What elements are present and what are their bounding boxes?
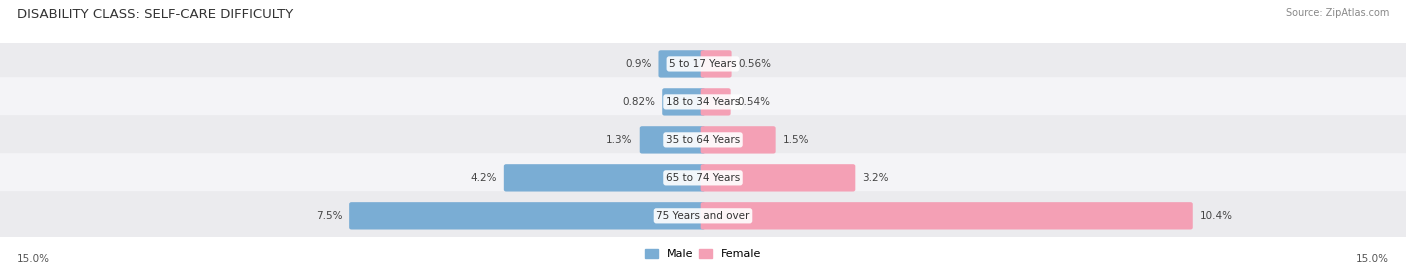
FancyBboxPatch shape: [0, 153, 1406, 203]
Text: 3.2%: 3.2%: [862, 173, 889, 183]
FancyBboxPatch shape: [700, 164, 855, 192]
Legend: Male, Female: Male, Female: [640, 244, 766, 263]
FancyBboxPatch shape: [0, 191, 1406, 240]
FancyBboxPatch shape: [662, 88, 706, 116]
Text: 5 to 17 Years: 5 to 17 Years: [669, 59, 737, 69]
Text: 7.5%: 7.5%: [315, 211, 342, 221]
Text: DISABILITY CLASS: SELF-CARE DIFFICULTY: DISABILITY CLASS: SELF-CARE DIFFICULTY: [17, 8, 292, 21]
FancyBboxPatch shape: [0, 77, 1406, 127]
FancyBboxPatch shape: [700, 88, 731, 116]
Text: 75 Years and over: 75 Years and over: [657, 211, 749, 221]
FancyBboxPatch shape: [658, 50, 706, 77]
Text: 1.3%: 1.3%: [606, 135, 633, 145]
Text: Source: ZipAtlas.com: Source: ZipAtlas.com: [1285, 8, 1389, 18]
FancyBboxPatch shape: [349, 202, 706, 229]
Text: 18 to 34 Years: 18 to 34 Years: [666, 97, 740, 107]
FancyBboxPatch shape: [700, 126, 776, 154]
Text: 1.5%: 1.5%: [783, 135, 810, 145]
Text: 15.0%: 15.0%: [1357, 254, 1389, 264]
Text: 0.82%: 0.82%: [623, 97, 655, 107]
FancyBboxPatch shape: [0, 115, 1406, 165]
FancyBboxPatch shape: [503, 164, 706, 192]
FancyBboxPatch shape: [700, 50, 731, 77]
Text: 4.2%: 4.2%: [470, 173, 496, 183]
FancyBboxPatch shape: [0, 39, 1406, 89]
Text: 0.56%: 0.56%: [738, 59, 772, 69]
Text: 0.9%: 0.9%: [626, 59, 651, 69]
Text: 0.54%: 0.54%: [738, 97, 770, 107]
FancyBboxPatch shape: [700, 202, 1192, 229]
FancyBboxPatch shape: [640, 126, 706, 154]
Text: 65 to 74 Years: 65 to 74 Years: [666, 173, 740, 183]
Text: 15.0%: 15.0%: [17, 254, 49, 264]
Text: 35 to 64 Years: 35 to 64 Years: [666, 135, 740, 145]
Text: 10.4%: 10.4%: [1199, 211, 1233, 221]
